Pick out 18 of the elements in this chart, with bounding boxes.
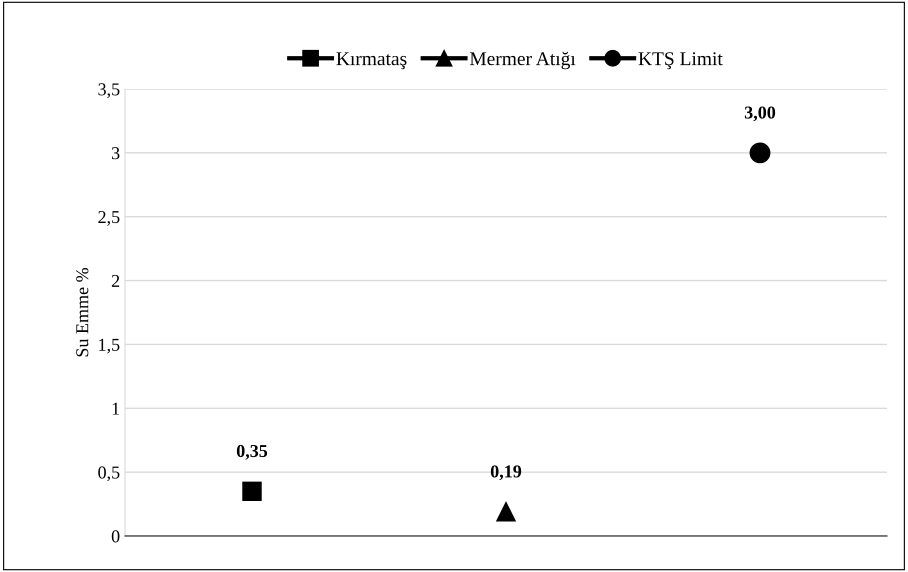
y-tick-label: 3 bbox=[112, 147, 120, 160]
y-tick-label: 2 bbox=[112, 274, 120, 287]
point bbox=[750, 142, 770, 164]
data-label: 3,00 bbox=[744, 106, 776, 122]
y-axis-title: Su Emme % bbox=[76, 268, 88, 356]
legend-label: Kırmataş bbox=[336, 52, 406, 70]
y-tick-label: 2,5 bbox=[98, 211, 120, 226]
legend-label: KTŞ Limit bbox=[638, 52, 723, 70]
y-tick-label: 0,5 bbox=[98, 466, 120, 482]
y-tick-label: 1,5 bbox=[99, 338, 120, 354]
point bbox=[242, 482, 262, 502]
y-tick-label: 1 bbox=[112, 402, 120, 415]
y-tick-label: 3,5 bbox=[98, 83, 120, 98]
data-label: 0,19 bbox=[490, 465, 522, 480]
point bbox=[496, 502, 516, 522]
legend-label: Mermer Atığı bbox=[470, 52, 576, 70]
data-label: 0,35 bbox=[236, 444, 268, 460]
y-tick-label: 0 bbox=[112, 530, 120, 542]
